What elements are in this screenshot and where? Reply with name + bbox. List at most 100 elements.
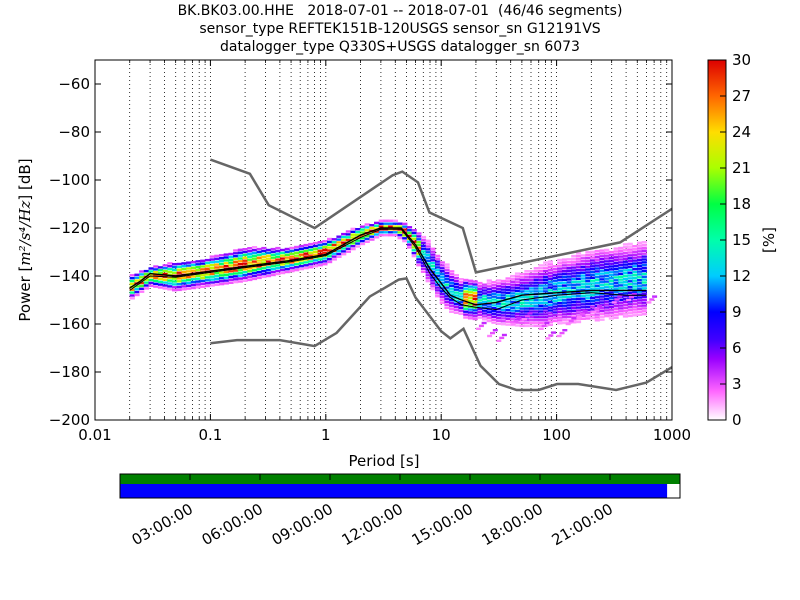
psd-cell xyxy=(571,312,577,315)
colorbar-ticks: 0 3 6 9 12 15 18 21 24 27 30 xyxy=(720,51,751,429)
psd-outlier-cell xyxy=(541,324,547,328)
psd-cell xyxy=(580,257,586,260)
psd-cell xyxy=(571,254,577,258)
psd-cell xyxy=(613,310,619,314)
psd-cell xyxy=(402,234,408,237)
psd-cell xyxy=(162,269,168,273)
y-tick-label: −80 xyxy=(58,123,90,141)
psd-heatmap xyxy=(129,219,658,342)
psd-cell xyxy=(505,288,511,292)
psd-cell xyxy=(341,241,347,244)
psd-cell xyxy=(176,280,182,283)
y-tick-label: −160 xyxy=(49,315,90,333)
x-tick-label: 1000 xyxy=(653,426,691,444)
psd-cell xyxy=(575,320,582,324)
psd-cell xyxy=(162,281,168,284)
psd-cell xyxy=(604,248,610,252)
psd-cell xyxy=(435,269,441,272)
psd-cell xyxy=(176,271,182,274)
psd-outlier-cell xyxy=(565,322,571,326)
psd-cell xyxy=(153,265,159,268)
psd-cell xyxy=(641,272,647,276)
psd-outlier-cell xyxy=(490,331,495,335)
psd-cell xyxy=(289,246,295,250)
psd-cell xyxy=(270,270,276,274)
psd-cell xyxy=(613,250,619,253)
psd-cell xyxy=(214,283,220,286)
psd-cell xyxy=(430,259,436,262)
psd-cell xyxy=(557,299,563,302)
psd-outlier-cell xyxy=(559,331,565,335)
psd-outlier-cell xyxy=(582,309,588,313)
psd-cell xyxy=(637,276,643,279)
psd-cell xyxy=(190,266,196,269)
psd-cell xyxy=(622,283,629,286)
psd-cell xyxy=(505,286,511,289)
psd-cell xyxy=(477,296,483,299)
timeline-tick-label: 15:00:00 xyxy=(409,500,476,549)
psd-cell xyxy=(247,252,253,256)
psd-cell xyxy=(308,263,314,266)
psd-cell xyxy=(594,264,600,267)
psd-cell xyxy=(444,286,450,289)
psd-cell xyxy=(641,290,647,293)
psd-cell xyxy=(223,270,229,274)
psd-cell xyxy=(575,286,582,289)
psd-cell xyxy=(223,282,229,285)
psd-outlier-cell xyxy=(594,307,600,311)
psd-cell xyxy=(482,315,488,318)
psd-cell xyxy=(571,266,577,269)
psd-cell xyxy=(632,253,638,256)
psd-cell xyxy=(425,259,431,263)
psd-cell xyxy=(585,297,591,300)
psd-cell xyxy=(425,254,431,257)
psd-cell xyxy=(298,259,304,262)
psd-cell xyxy=(219,257,225,260)
y-axis-label-suffix: ] [dB] xyxy=(16,158,34,200)
psd-cell xyxy=(632,299,638,303)
psd-cell xyxy=(195,283,201,286)
psd-cell xyxy=(594,290,600,293)
psd-cell xyxy=(458,283,464,287)
psd-cell xyxy=(599,298,605,301)
psd-cell xyxy=(561,290,568,293)
psd-cell xyxy=(444,272,450,275)
psd-cell xyxy=(251,277,258,281)
psd-cell xyxy=(148,278,154,282)
psd-cell xyxy=(590,299,596,302)
psd-cell xyxy=(622,249,629,252)
psd-cell xyxy=(533,324,539,328)
psd-cell xyxy=(514,324,521,327)
psd-cell xyxy=(613,267,619,270)
psd-cell xyxy=(580,271,586,274)
psd-cell xyxy=(486,305,492,308)
colorbar-tick-label: 30 xyxy=(732,51,751,69)
psd-cell xyxy=(251,246,258,249)
psd-cell xyxy=(491,298,497,301)
psd-cell xyxy=(599,295,605,298)
psd-cell xyxy=(143,269,149,273)
psd-cell xyxy=(618,287,624,290)
psd-cell xyxy=(505,317,511,320)
psd-cell xyxy=(242,268,248,271)
psd-cell xyxy=(350,245,356,248)
psd-cell xyxy=(594,255,600,259)
psd-cell xyxy=(519,284,525,287)
psd-cell xyxy=(622,280,629,284)
psd-cell xyxy=(613,247,619,250)
psd-outlier-cell xyxy=(611,301,617,304)
psd-cell xyxy=(453,308,459,312)
psd-cell xyxy=(594,258,600,261)
psd-cell xyxy=(496,311,502,314)
psd-cell xyxy=(613,256,619,259)
psd-cell xyxy=(594,299,600,302)
psd-cell xyxy=(397,225,403,228)
psd-cell xyxy=(284,270,290,274)
psd-cell xyxy=(242,271,248,274)
psd-cell xyxy=(327,249,333,252)
psd-cell xyxy=(214,260,220,263)
psd-outlier-cell xyxy=(510,322,516,326)
psd-cell xyxy=(622,300,629,304)
psd-cell xyxy=(435,254,441,258)
psd-cell xyxy=(594,273,600,276)
